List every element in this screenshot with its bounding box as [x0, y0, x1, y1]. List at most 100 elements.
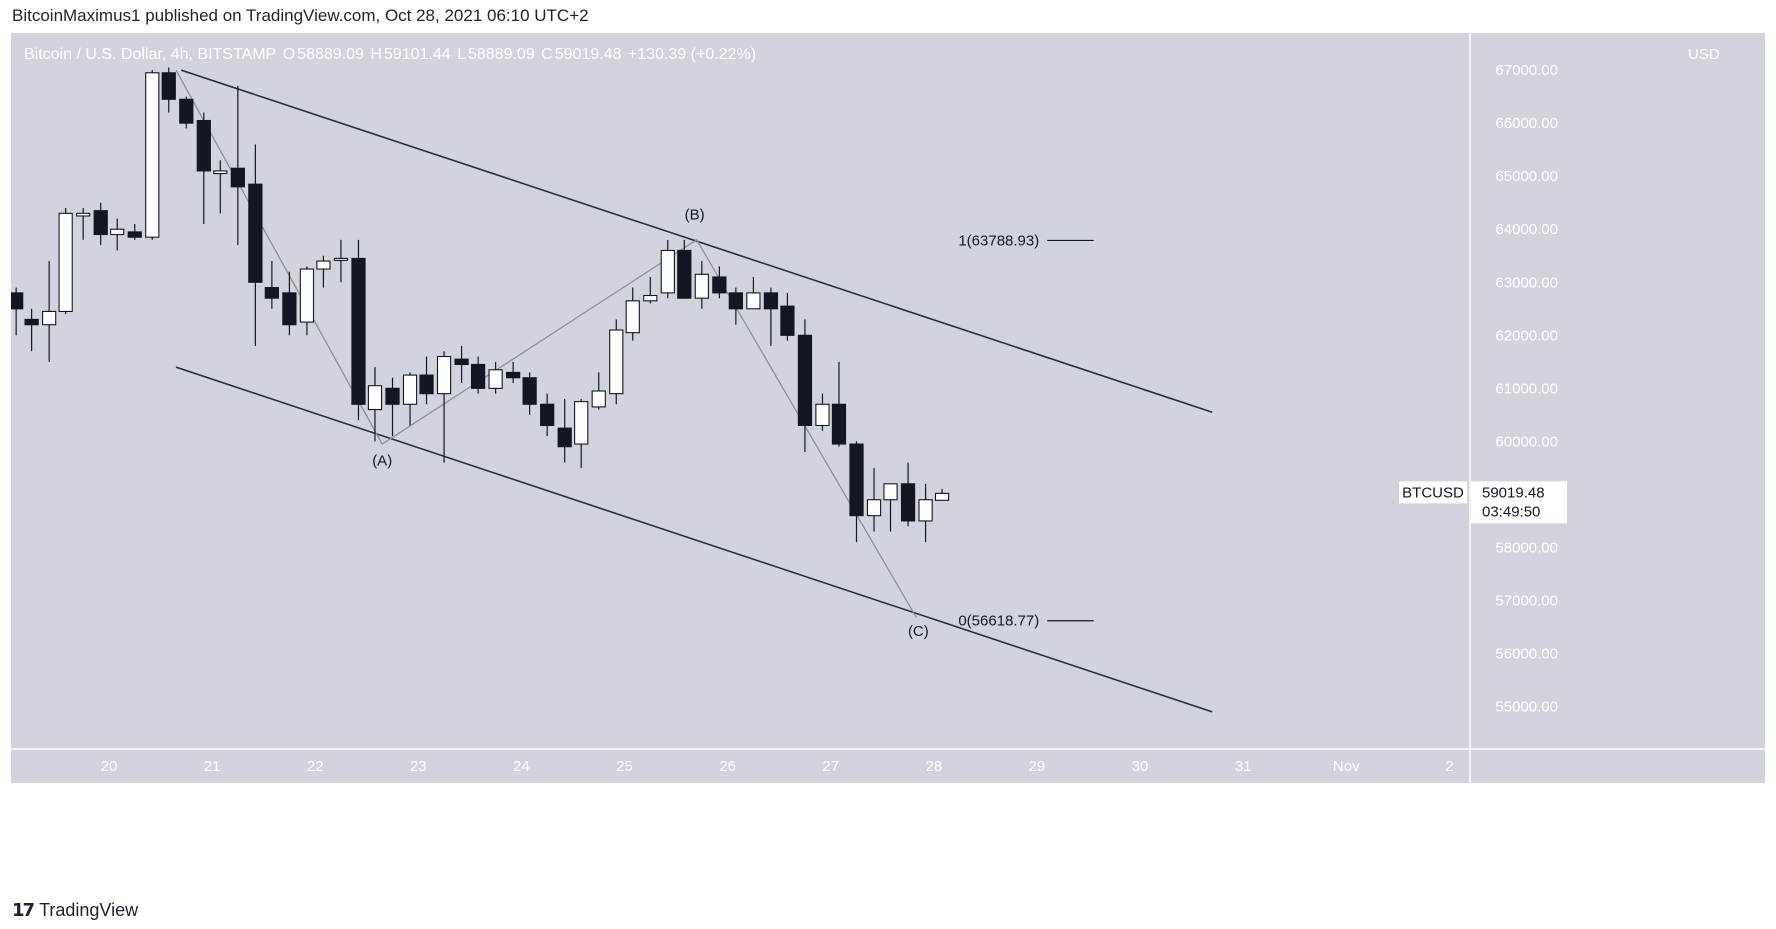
x-tick-label: 28: [925, 758, 942, 775]
candle-body: [797, 334, 813, 427]
candle-body: [815, 403, 830, 427]
x-tick-label: 27: [822, 758, 839, 775]
wave-label: (B): [685, 207, 705, 224]
candle-body: [918, 499, 933, 522]
symbol-tag-bg: [1399, 481, 1467, 504]
x-tick-label: 30: [1132, 758, 1149, 775]
y-tick-label: 61000.00: [1495, 380, 1558, 397]
candle-body: [900, 483, 916, 522]
high-key: H: [370, 46, 382, 63]
candle-body: [42, 310, 57, 326]
candle-body: [110, 228, 125, 236]
candle-body: [574, 401, 589, 445]
y-tick-label: 58000.00: [1495, 539, 1558, 556]
change-value: +130.39 (+0.22%): [627, 46, 757, 63]
candle-body: [540, 403, 555, 427]
x-tick-label: 2: [1445, 758, 1453, 775]
candle-body: [24, 318, 39, 326]
candle-body: [591, 390, 606, 408]
candle-body: [883, 483, 898, 501]
y-tick-label: 63000.00: [1495, 274, 1558, 291]
x-tick-label: 25: [616, 758, 633, 775]
candle-body: [780, 305, 795, 336]
candle-body: [522, 377, 537, 405]
candle-body: [230, 167, 245, 188]
open-value: 58889.09: [297, 46, 364, 63]
y-tick-label: 57000.00: [1495, 592, 1558, 609]
candle-body: [643, 294, 658, 302]
candle-body: [179, 98, 194, 124]
x-tick-label: 31: [1235, 758, 1252, 775]
tradingview-logo-icon[interactable]: 𝟭𝟳: [12, 900, 35, 920]
candle-body: [866, 499, 882, 517]
open-key: O: [282, 46, 296, 63]
footer-brand[interactable]: TradingView: [39, 900, 139, 920]
candle-body: [506, 371, 521, 379]
candle-body: [58, 212, 73, 312]
candle-body: [385, 387, 400, 405]
candle-body: [660, 249, 675, 294]
candle-body: [145, 72, 160, 238]
chart-frame[interactable]: 55000.0056000.0057000.0058000.0059000.00…: [11, 33, 1765, 885]
candle-body: [213, 170, 228, 175]
candle-body: [728, 292, 743, 310]
candle-body: [402, 374, 418, 405]
fib-level-label: 1(63788.93): [958, 232, 1039, 249]
plot-background: [11, 33, 1765, 783]
candle-body: [127, 231, 142, 238]
candlestick-chart[interactable]: 55000.0056000.0057000.0058000.0059000.00…: [11, 33, 1765, 885]
candle-body: [609, 329, 624, 395]
channel-line-lower: [175, 366, 1213, 713]
price-tag-bg: [1471, 481, 1567, 524]
x-tick-label: 24: [513, 758, 530, 775]
candle-body: [351, 257, 366, 405]
x-tick-label: 22: [307, 758, 324, 775]
y-tick-label: 62000.00: [1495, 327, 1558, 344]
candle-body: [934, 492, 950, 501]
candle-body: [299, 268, 315, 323]
candle-body: [248, 183, 263, 283]
candle-body: [470, 363, 486, 389]
candle-body: [11, 292, 24, 310]
candle-body: [712, 276, 727, 294]
candle-body: [419, 374, 434, 395]
close-value: 59019.48: [554, 46, 622, 63]
candle-body: [454, 358, 469, 366]
candle-body: [557, 427, 572, 448]
candle-body: [831, 403, 847, 445]
y-tick-label: 67000.00: [1495, 62, 1558, 79]
currency-label: USD: [1688, 46, 1720, 63]
candle-body: [677, 249, 692, 299]
candle-body: [367, 385, 383, 411]
publisher-line: BitcoinMaximus1 published on TradingView…: [12, 6, 589, 25]
x-tick-label: 21: [204, 758, 221, 775]
footer: 𝟭𝟳 TradingView: [12, 900, 138, 921]
candle-body: [694, 273, 709, 299]
symbol-tag-label: BTCUSD: [1402, 484, 1464, 501]
candle-body: [849, 443, 864, 517]
bar-countdown-label: 03:49:50: [1482, 503, 1540, 520]
x-tick-label: 23: [410, 758, 427, 775]
wave-label: (C): [908, 623, 929, 640]
wave-label: (A): [372, 452, 392, 469]
candle-body: [93, 210, 108, 236]
y-tick-label: 66000.00: [1495, 115, 1558, 132]
x-tick-label: 29: [1029, 758, 1046, 775]
candle-body: [333, 257, 349, 261]
candle-body: [161, 72, 176, 100]
y-tick-label: 56000.00: [1495, 646, 1558, 663]
candle-body: [76, 212, 91, 217]
low-value: 58889.09: [467, 46, 535, 63]
low-key: L: [457, 46, 466, 63]
y-tick-label: 55000.00: [1495, 699, 1558, 716]
ohlc-legend: Bitcoin / U.S. Dollar, 4h, BITSTAMP O 588…: [24, 46, 758, 64]
candle-body: [746, 292, 761, 310]
candle-body: [196, 119, 211, 172]
elliott-wave-path: [175, 69, 917, 618]
candle-body: [763, 292, 779, 310]
candle-body: [488, 369, 503, 389]
candle-body: [625, 300, 640, 334]
high-value: 59101.44: [383, 46, 451, 63]
x-tick-label: 20: [101, 758, 118, 775]
symbol-description[interactable]: Bitcoin / U.S. Dollar, 4h, BITSTAMP: [24, 46, 277, 63]
